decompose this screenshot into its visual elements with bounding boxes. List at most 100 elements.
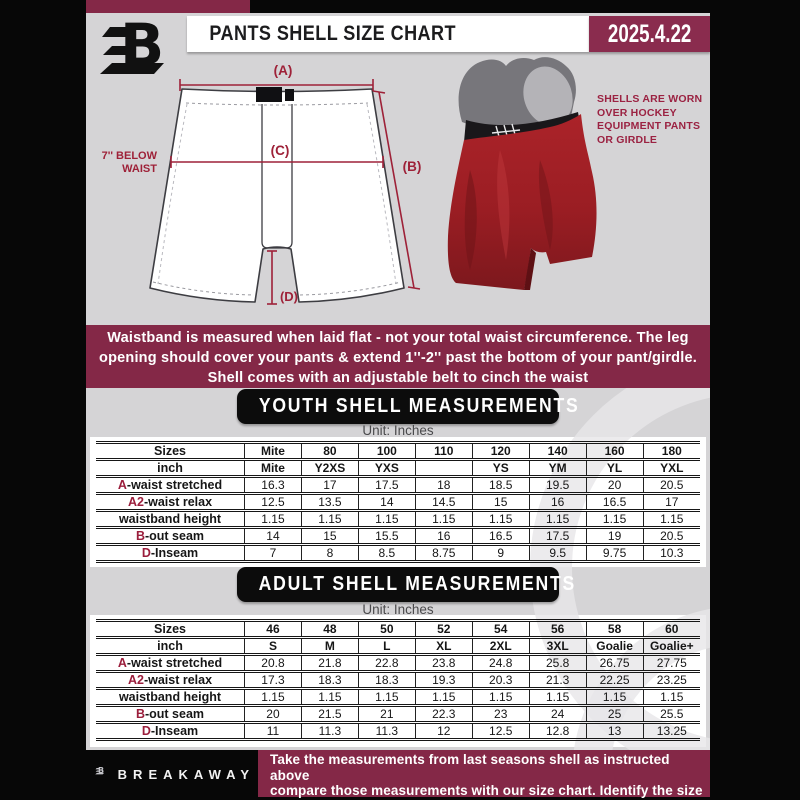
- table-cell: 12.5: [244, 492, 302, 511]
- table-cell: 11.3: [357, 721, 416, 741]
- table-cell: 25.8: [528, 653, 587, 672]
- table-cell: 1.15: [471, 509, 530, 528]
- table-cell: 14.5: [414, 492, 473, 511]
- table-cell: Mite: [244, 441, 302, 460]
- table-cell: 21: [357, 704, 416, 723]
- table-cell: YXL: [642, 458, 700, 477]
- table-cell: 1.15: [300, 509, 359, 528]
- table-row: A-waist stretched 16.3 17 17.5 18 18.5 19.5 20 2…: [96, 475, 700, 494]
- table-cell: 26.75: [585, 653, 644, 672]
- table-cell: 60: [642, 619, 700, 638]
- table-cell: 20.5: [642, 526, 700, 545]
- shell-photo: [447, 57, 597, 290]
- youth-unit-label: Unit: Inches: [362, 423, 434, 438]
- table-cell: 19.5: [528, 475, 587, 494]
- table-cell: 8.5: [357, 543, 416, 563]
- footer-instructions: Take the measurements from last seasons …: [258, 750, 710, 800]
- table-cell: 7: [244, 543, 302, 563]
- table-cell: 52: [414, 619, 473, 638]
- table-cell: 21.3: [528, 670, 587, 689]
- table-cell: 18.3: [357, 670, 416, 689]
- info-banner: Waistband is measured when laid flat - n…: [86, 325, 710, 388]
- dim-cap: [372, 90, 386, 94]
- table-cell: Y2XS: [300, 458, 359, 477]
- row-label: D-Inseam: [96, 721, 245, 741]
- table-cell: M: [300, 636, 359, 655]
- footer-logo-tail: [95, 770, 100, 772]
- youth-size-table: Sizes Mite 80 100 110 120 140 160 180 inch Mite Y2X…: [96, 441, 700, 563]
- table-cell: 10.3: [642, 543, 700, 563]
- label-d: (D): [280, 289, 298, 304]
- table-cell: 1.15: [244, 509, 302, 528]
- logo-tail-mid: [103, 46, 132, 55]
- table-cell: 50: [357, 619, 416, 638]
- table-cell: 1.15: [642, 687, 700, 706]
- title-box: PANTS SHELL SIZE CHART: [187, 16, 589, 52]
- table-cell: 15: [471, 492, 530, 511]
- table-cell: 20: [244, 704, 302, 723]
- table-cell: 1.15: [414, 509, 473, 528]
- table-cell: 16: [528, 492, 587, 511]
- table-cell: 9.5: [528, 543, 587, 563]
- table-cell: 12.5: [471, 721, 530, 741]
- table-cell: S: [244, 636, 302, 655]
- footer-logo-tail: [95, 767, 100, 770]
- row-label: A2-waist relax: [96, 492, 245, 511]
- leg-split-shadow: [524, 248, 536, 290]
- table-row: D-Inseam 11 11.3 11.3 12 12.5 12.8 13 13.25: [96, 721, 700, 741]
- table-cell: 17.5: [528, 526, 587, 545]
- youth-banner-title: YOUTH SHELL MEASUREMENTS: [258, 395, 580, 417]
- table-cell: 46: [244, 619, 302, 638]
- table-cell: 18.5: [471, 475, 530, 494]
- table-cell: 14: [244, 526, 302, 545]
- table-cell: 17.3: [244, 670, 302, 689]
- table-cell: 23.25: [642, 670, 700, 689]
- table-cell: 18: [414, 475, 473, 494]
- table-cell: 18.3: [300, 670, 359, 689]
- table-row: B-out seam 14 15 15.5 16 16.5 17.5 19 20.5: [96, 526, 700, 545]
- table-cell: 1.15: [357, 687, 416, 706]
- table-row: inch S M L XL 2XL 3XL Goalie Goalie+: [96, 636, 700, 655]
- breakaway-logo-icon: B: [100, 19, 164, 79]
- table-cell: 25: [585, 704, 644, 723]
- date-box: 2025.4.22: [589, 16, 710, 52]
- row-label: A-waist stretched: [96, 475, 245, 494]
- right-hem-stitch: [299, 281, 402, 296]
- table-cell: 19.3: [414, 670, 473, 689]
- table-cell: 180: [642, 441, 700, 460]
- table-cell: 24.8: [471, 653, 530, 672]
- table-cell: 1.15: [528, 687, 587, 706]
- table-cell: 19: [585, 526, 644, 545]
- row-label: Sizes: [96, 619, 245, 638]
- table-cell: 9: [471, 543, 530, 563]
- row-label: waistband height: [96, 509, 245, 528]
- waist-note-line1: 7'' BELOW: [102, 150, 158, 162]
- table-cell: 11: [244, 721, 302, 741]
- table-cell: 22.3: [414, 704, 473, 723]
- table-cell: 1.15: [528, 509, 587, 528]
- top-maroon-strip: [86, 0, 250, 14]
- table-cell: 3XL: [528, 636, 587, 655]
- table-cell: Mite: [244, 458, 302, 477]
- table-cell: 1.15: [471, 687, 530, 706]
- fly-panel: [261, 104, 293, 249]
- table-cell: 110: [414, 441, 473, 460]
- waist-note-line2: WAIST: [122, 163, 157, 175]
- label-b: (B): [403, 159, 422, 174]
- table-row: A2-waist relax 17.3 18.3 18.3 19.3 20.3 21.3 22…: [96, 670, 700, 689]
- table-cell: YL: [585, 458, 644, 477]
- table-row: A2-waist relax 12.5 13.5 14 14.5 15 16 16.5 17: [96, 492, 700, 511]
- table-cell: YS: [471, 458, 530, 477]
- table-cell: 54: [471, 619, 530, 638]
- table-cell: 1.15: [585, 687, 644, 706]
- table-cell: 100: [357, 441, 416, 460]
- table-cell: 22.8: [357, 653, 416, 672]
- belt-tab: [285, 89, 294, 101]
- table-cell: 9.75: [585, 543, 644, 563]
- footer-breakaway-logo-icon: B: [95, 766, 104, 775]
- table-cell: [414, 458, 473, 477]
- row-label: A2-waist relax: [96, 670, 245, 689]
- table-cell: 15.5: [357, 526, 416, 545]
- table-row: A-waist stretched 20.8 21.8 22.8 23.8 24.8 25.…: [96, 653, 700, 672]
